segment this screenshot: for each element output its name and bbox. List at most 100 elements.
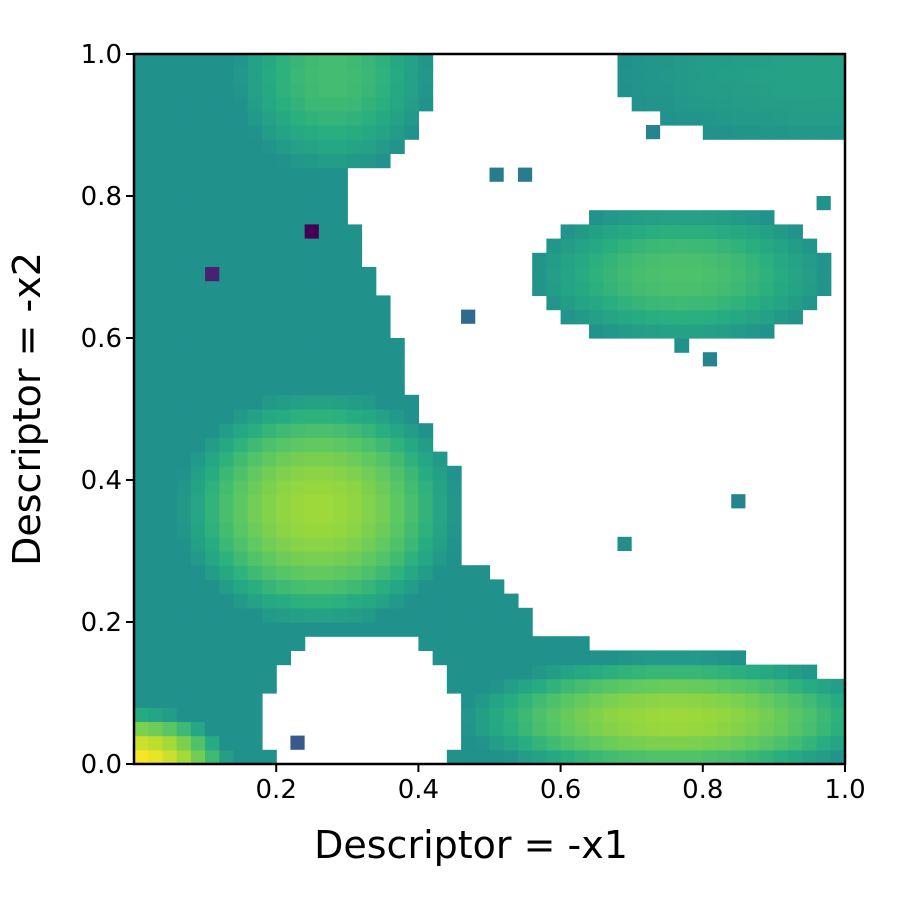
- heatmap-cell: [276, 125, 292, 140]
- heatmap-cell: [731, 96, 747, 112]
- heatmap-cell: [148, 721, 164, 737]
- heatmap-cell: [134, 409, 149, 424]
- heatmap-cell: [148, 622, 164, 637]
- heatmap-cell: [233, 607, 249, 623]
- heatmap-cell: [304, 551, 320, 566]
- heatmap-cell: [261, 394, 277, 410]
- heatmap-cell: [660, 323, 675, 339]
- heatmap-cell: [731, 323, 747, 339]
- heatmap-cell: [304, 622, 320, 637]
- heatmap-cell: [247, 323, 263, 339]
- heatmap-cell: [631, 707, 647, 722]
- heatmap-cell: [717, 68, 732, 83]
- heatmap-cell: [688, 68, 704, 83]
- heatmap-cell: [261, 409, 277, 424]
- heatmap-cell: [190, 210, 206, 225]
- heatmap-cell: [290, 181, 306, 197]
- heatmap-cell: [759, 110, 775, 126]
- heatmap-cell: [816, 110, 832, 126]
- heatmap-cell: [574, 721, 590, 737]
- heatmap-cell: [503, 636, 519, 651]
- heatmap-cell: [347, 508, 363, 524]
- heatmap-cell: [389, 82, 405, 98]
- heatmap-cell: [745, 96, 761, 112]
- heatmap-cell: [759, 82, 775, 98]
- heatmap-cell: [134, 238, 149, 254]
- heatmap-cell: [176, 153, 192, 169]
- heatmap-cell: [162, 579, 178, 595]
- heatmap-cell: [162, 494, 178, 509]
- heatmap-cell: [205, 409, 220, 424]
- heatmap-cell: [660, 68, 675, 83]
- heatmap-cell: [788, 693, 803, 708]
- heatmap-cell: [361, 607, 377, 623]
- heatmap-cell: [176, 735, 192, 751]
- heatmap-cell: [688, 664, 704, 680]
- heatmap-cell: [717, 110, 732, 126]
- heatmap-cell: [290, 409, 306, 424]
- heatmap-cell: [205, 465, 220, 481]
- heatmap-cell: [276, 480, 292, 495]
- heatmap-cell: [517, 721, 533, 737]
- heatmap-cell: [759, 224, 775, 240]
- heatmap-cell: [261, 238, 277, 254]
- heatmap-cell: [532, 267, 547, 282]
- heatmap-cell: [261, 196, 277, 211]
- heatmap-cell: [304, 565, 320, 580]
- heatmap-cell: [361, 494, 377, 509]
- heatmap-cell: [660, 267, 675, 282]
- heatmap-cell: [304, 579, 320, 595]
- heatmap-cell: [176, 267, 192, 282]
- heatmap-isolated-cell: [617, 536, 632, 551]
- heatmap-cell: [717, 707, 732, 722]
- heatmap-cell: [162, 338, 178, 353]
- heatmap-cell: [276, 650, 292, 666]
- heatmap-cell: [389, 579, 405, 595]
- heatmap-cell: [134, 536, 149, 552]
- heatmap-cell: [361, 295, 377, 311]
- heatmap-cell: [162, 267, 178, 282]
- heatmap-cell: [233, 196, 249, 211]
- heatmap-cell: [418, 82, 434, 98]
- heatmap-cell: [276, 82, 292, 98]
- heatmap-cell: [233, 252, 249, 268]
- heatmap-cell: [688, 735, 704, 751]
- heatmap-cell: [190, 323, 206, 339]
- heatmap-cells: [134, 54, 846, 765]
- heatmap-cell: [304, 82, 320, 98]
- heatmap-cell: [233, 508, 249, 524]
- heatmap-cell: [347, 380, 363, 396]
- heatmap-cell: [603, 749, 619, 765]
- heatmap-cell: [205, 238, 220, 254]
- heatmap-cell: [589, 309, 604, 325]
- heatmap-cell: [162, 295, 178, 311]
- heatmap-cell: [489, 707, 505, 722]
- heatmap-cell: [802, 54, 818, 69]
- heatmap-cell: [404, 96, 419, 112]
- heatmap-cell: [205, 394, 220, 410]
- heatmap-cell: [276, 252, 292, 268]
- heatmap-cell: [517, 707, 533, 722]
- heatmap-cell: [802, 664, 818, 680]
- heatmap-cell: [560, 224, 576, 240]
- heatmap-cell: [788, 68, 803, 83]
- heatmap-cell: [176, 224, 192, 240]
- heatmap-cell: [461, 707, 476, 722]
- heatmap-cell: [134, 394, 149, 410]
- heatmap-cell: [148, 664, 164, 680]
- heatmap-cell: [802, 693, 818, 708]
- heatmap-cell: [333, 622, 348, 637]
- heatmap-cell: [418, 68, 434, 83]
- heatmap-cell: [361, 551, 377, 566]
- heatmap-cell: [546, 664, 562, 680]
- heatmap-cell: [702, 281, 718, 296]
- heatmap-cell: [475, 579, 491, 595]
- heatmap-cell: [290, 551, 306, 566]
- heatmap-cell: [304, 409, 320, 424]
- heatmap-cell: [233, 167, 249, 183]
- heatmap-cell: [290, 565, 306, 580]
- heatmap-cell: [517, 607, 533, 623]
- heatmap-cell: [617, 323, 633, 339]
- heatmap-cell: [247, 210, 263, 225]
- heatmap-cell: [304, 451, 320, 467]
